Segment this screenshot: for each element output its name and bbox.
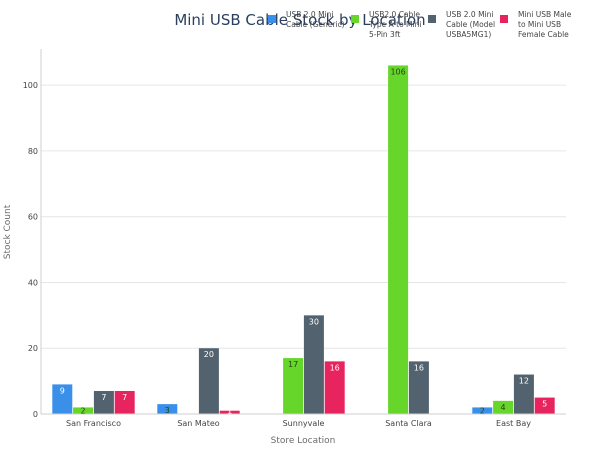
bars	[52, 65, 555, 415]
legend-swatch	[351, 15, 359, 23]
legend: USB 2.0 Mini Cable (Generic) USB2.0 Cable T…	[268, 10, 572, 39]
bar-label: 9	[60, 386, 65, 395]
bar-label: 17	[288, 360, 298, 369]
bar	[52, 384, 73, 414]
bar	[388, 65, 409, 415]
bar-label: 7	[101, 393, 106, 402]
bar-label: 20	[204, 350, 214, 359]
legend-entry: Mini USB Male to Mini USB Female Cable	[518, 10, 572, 39]
legend-entry: USB 2.0 Mini Cable (Generic)	[286, 10, 345, 29]
bar	[513, 374, 534, 414]
bar-label: 16	[330, 363, 340, 372]
bar-label: 2	[81, 407, 86, 416]
legend-swatch	[428, 15, 436, 23]
bar-label: 30	[309, 317, 319, 326]
bar-label: 2	[480, 407, 485, 416]
x-tick-label: East Bay	[496, 419, 531, 428]
y-tick-label: 0	[33, 410, 38, 419]
legend-entry: USB2.0 Cable Type A to Mini 5-Pin 3ft	[368, 10, 421, 39]
bar-label: 5	[542, 400, 547, 409]
bar	[93, 390, 114, 414]
bar	[157, 404, 178, 414]
legend-swatch	[268, 15, 276, 23]
x-tick-label: San Mateo	[177, 419, 219, 428]
x-tick-label: Sunnyvale	[283, 419, 325, 428]
chart-title: Mini USB Cable Stock by Location	[174, 11, 425, 29]
bar	[534, 397, 555, 414]
y-tick-label: 40	[28, 278, 38, 287]
bar	[408, 361, 429, 414]
y-tick-label: 100	[23, 81, 38, 90]
bar-label: 12	[519, 377, 529, 386]
y-axis-title: Stock Count	[3, 204, 13, 259]
bar-label: 106	[390, 67, 405, 76]
bar-label: 16	[414, 363, 424, 372]
bar	[198, 348, 219, 414]
bar-labels: 9 2 7 7 3 20 1 17 30 16 106 16 2 4 12 5	[60, 67, 547, 415]
x-tick-label: Santa Clara	[385, 419, 432, 428]
bar-label: 4	[501, 403, 506, 412]
bar	[114, 390, 135, 414]
y-tick-label: 60	[28, 213, 38, 222]
bar-label: 1	[227, 407, 232, 416]
x-axis-title: Store Location	[271, 436, 336, 446]
legend-swatch	[500, 15, 508, 23]
bar	[493, 400, 514, 414]
bar	[472, 407, 493, 414]
bar	[219, 410, 240, 414]
legend-entry: USB 2.0 Mini Cable (Model USBA5MG1)	[446, 10, 495, 39]
y-tick-label: 80	[28, 147, 38, 156]
axes: 0 20 40 60 80 100 San Francisco San Mateo Sunnyv…	[23, 49, 566, 428]
y-tick-label: 20	[28, 344, 38, 353]
bar-label: 3	[165, 406, 170, 415]
bar	[324, 361, 345, 414]
bar-label: 7	[122, 393, 127, 402]
bar	[303, 315, 324, 414]
bar	[283, 358, 304, 414]
x-tick-label: San Francisco	[66, 419, 121, 428]
gridlines	[41, 84, 566, 349]
bar	[73, 407, 94, 414]
